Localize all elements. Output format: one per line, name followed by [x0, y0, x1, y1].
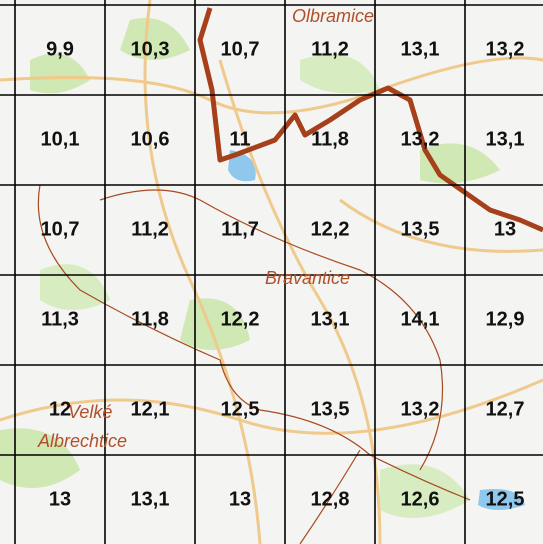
- cell-value: 12,2: [311, 218, 350, 240]
- cell-value: 11,8: [311, 128, 349, 150]
- grid-values: 9,9 10,3 10,7 11,2 13,1 13,2 10,1 10,6 11 11,8 13,…: [41, 38, 525, 510]
- cell-value: 12,5: [486, 488, 525, 510]
- cell-value: 10,7: [221, 38, 260, 60]
- cell-value: 13,2: [401, 128, 440, 150]
- cell-value: 11,7: [221, 218, 259, 240]
- cell-value: 11,2: [311, 38, 349, 60]
- place-label: Albrechtice: [37, 431, 127, 451]
- cell-value: 13,5: [311, 398, 350, 420]
- cell-value: 13,2: [486, 38, 525, 60]
- cell-value: 14,1: [401, 308, 440, 330]
- cell-value: 12,5: [221, 398, 260, 420]
- cell-value: 12,6: [401, 488, 440, 510]
- cell-value: 12: [49, 398, 71, 420]
- cell-value: 12,8: [311, 488, 350, 510]
- cell-value: 13: [49, 488, 71, 510]
- cell-value: 11,3: [41, 308, 79, 330]
- cell-value: 11: [229, 128, 250, 150]
- route: [197, 7, 543, 233]
- cell-value: 13,2: [401, 398, 440, 420]
- cell-value: 10,7: [41, 218, 80, 240]
- cell-value: 13,5: [401, 218, 440, 240]
- cell-value: 12,9: [486, 308, 525, 330]
- cell-value: 13,1: [486, 128, 525, 150]
- cell-value: 12,7: [486, 398, 525, 420]
- cell-value: 13,1: [131, 488, 170, 510]
- place-label: Olbramice: [292, 6, 374, 26]
- place-label: Bravantice: [265, 268, 350, 288]
- cell-value: 10,3: [131, 38, 170, 60]
- place-label: Velké: [68, 402, 112, 422]
- cell-value: 9,9: [46, 38, 74, 60]
- cell-value: 10,1: [41, 128, 80, 150]
- cell-value: 12,1: [131, 398, 170, 420]
- cell-value: 13: [494, 218, 516, 240]
- cell-value: 11,8: [131, 308, 169, 330]
- cell-value: 13,1: [401, 38, 440, 60]
- cell-value: 11,2: [131, 218, 169, 240]
- cell-value: 10,6: [131, 128, 170, 150]
- cell-value: 13: [229, 488, 251, 510]
- cell-value: 13,1: [311, 308, 350, 330]
- cell-value: 12,2: [221, 308, 260, 330]
